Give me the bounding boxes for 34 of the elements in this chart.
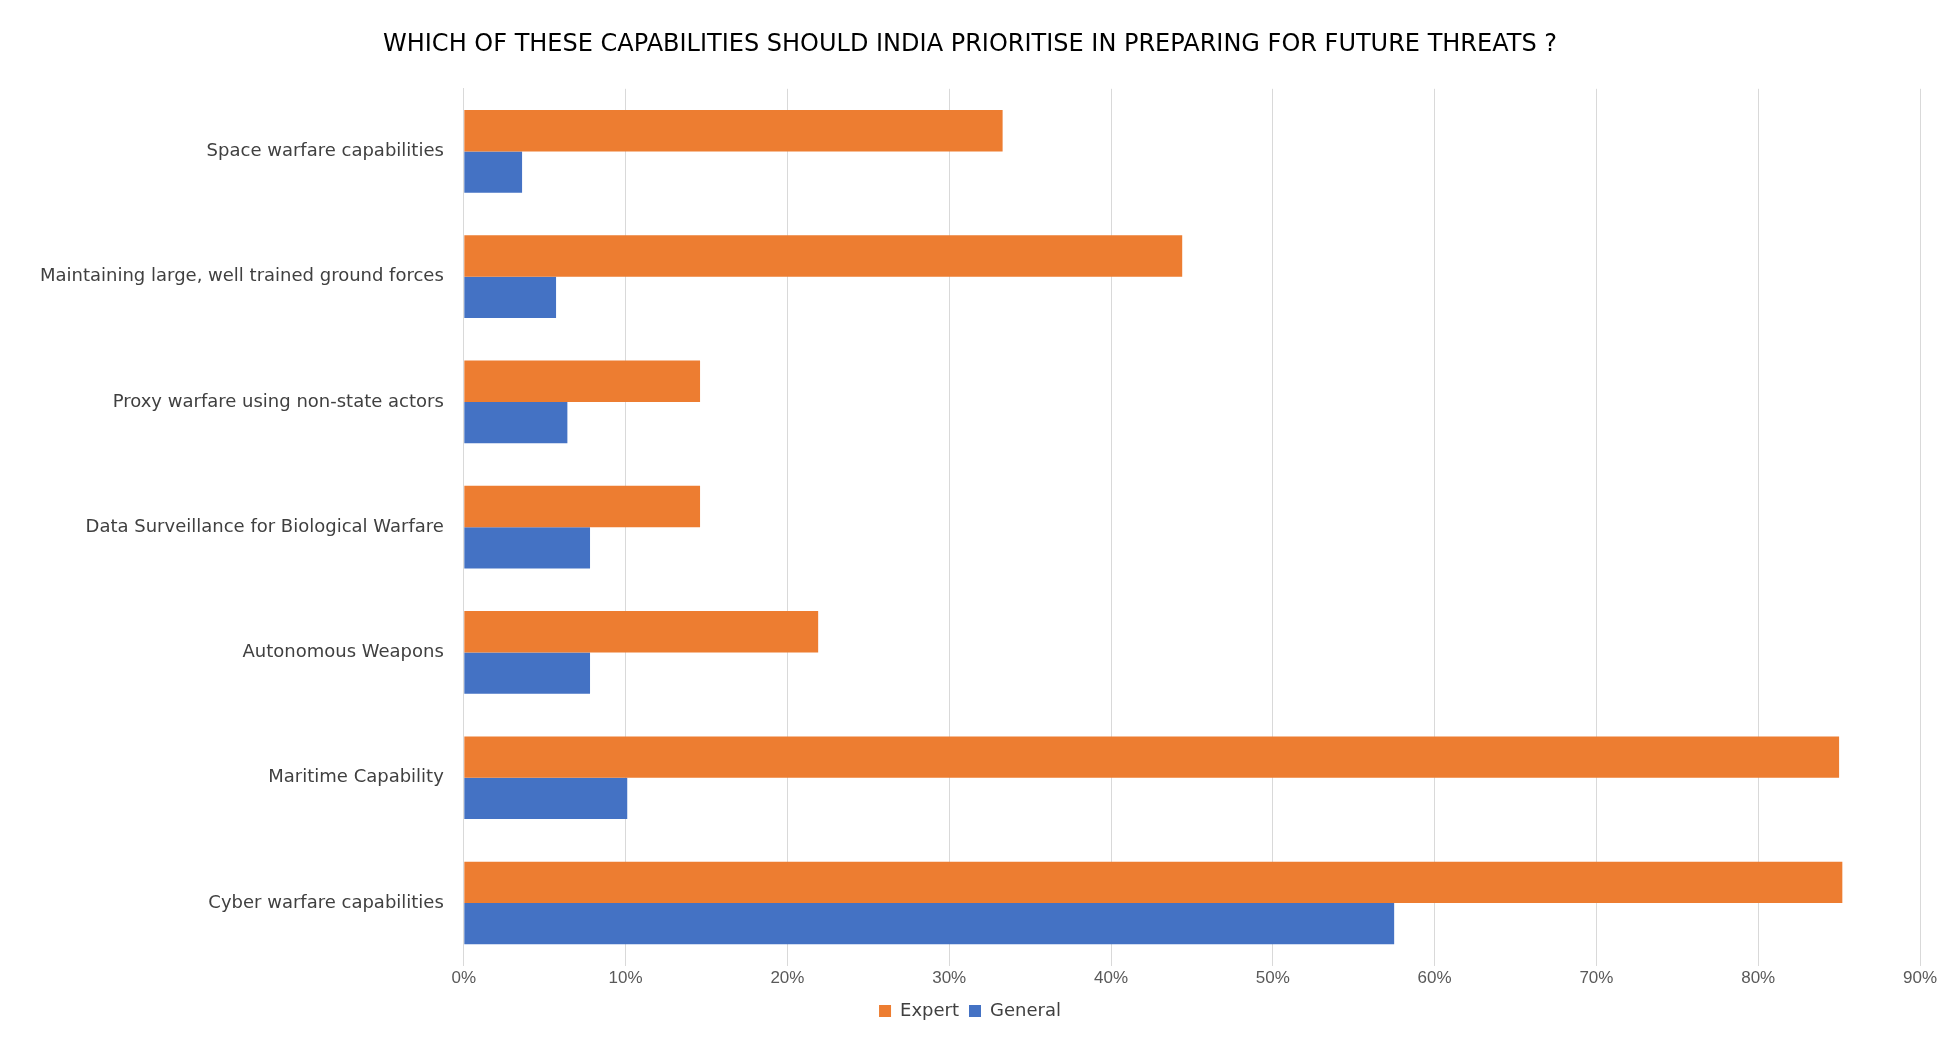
bar	[464, 736, 1840, 778]
bar	[464, 861, 1843, 903]
bar	[464, 485, 701, 528]
bar	[464, 777, 628, 820]
y-tick-label: Maritime Capability	[268, 765, 445, 787]
x-tick-label: 50%	[1255, 968, 1290, 988]
bar	[464, 527, 591, 569]
y-tick-label: Maintaining large, well trained ground forces	[39, 264, 444, 286]
x-tick-label: 10%	[608, 968, 643, 988]
legend-label: Expert	[900, 998, 960, 1020]
bar	[464, 652, 591, 694]
bar	[464, 110, 1003, 152]
y-tick-label: Proxy warfare using non-state actors	[112, 389, 444, 411]
chart-title: WHICH OF THESE CAPABILITIES SHOULD INDIA PRIORITISE IN PREPARING FOR FUTURE THREATS ?	[383, 28, 1557, 57]
y-tick-label: Space warfare capabilities	[206, 139, 444, 161]
legend-label: General	[990, 998, 1061, 1020]
x-tick-label: 30%	[932, 968, 967, 988]
bar	[464, 902, 1395, 945]
x-tick-label: 20%	[770, 968, 805, 988]
bar	[464, 611, 819, 653]
bar	[464, 235, 1183, 277]
bar	[464, 401, 568, 444]
y-tick-label: Cyber warfare capabilities	[208, 890, 444, 912]
bar	[464, 151, 523, 193]
x-tick-label: 0%	[451, 968, 477, 988]
x-tick-label: 90%	[1902, 968, 1938, 988]
y-tick-label: Autonomous Weapons	[242, 640, 444, 662]
y-tick-label: Data Surveillance for Biological Warfare	[85, 514, 444, 536]
x-tick-label: 80%	[1741, 968, 1776, 988]
x-tick-label: 60%	[1417, 968, 1452, 988]
bar	[464, 360, 701, 402]
x-tick-label: 70%	[1579, 968, 1614, 988]
x-tick-label: 40%	[1094, 968, 1129, 988]
bar	[464, 276, 557, 319]
